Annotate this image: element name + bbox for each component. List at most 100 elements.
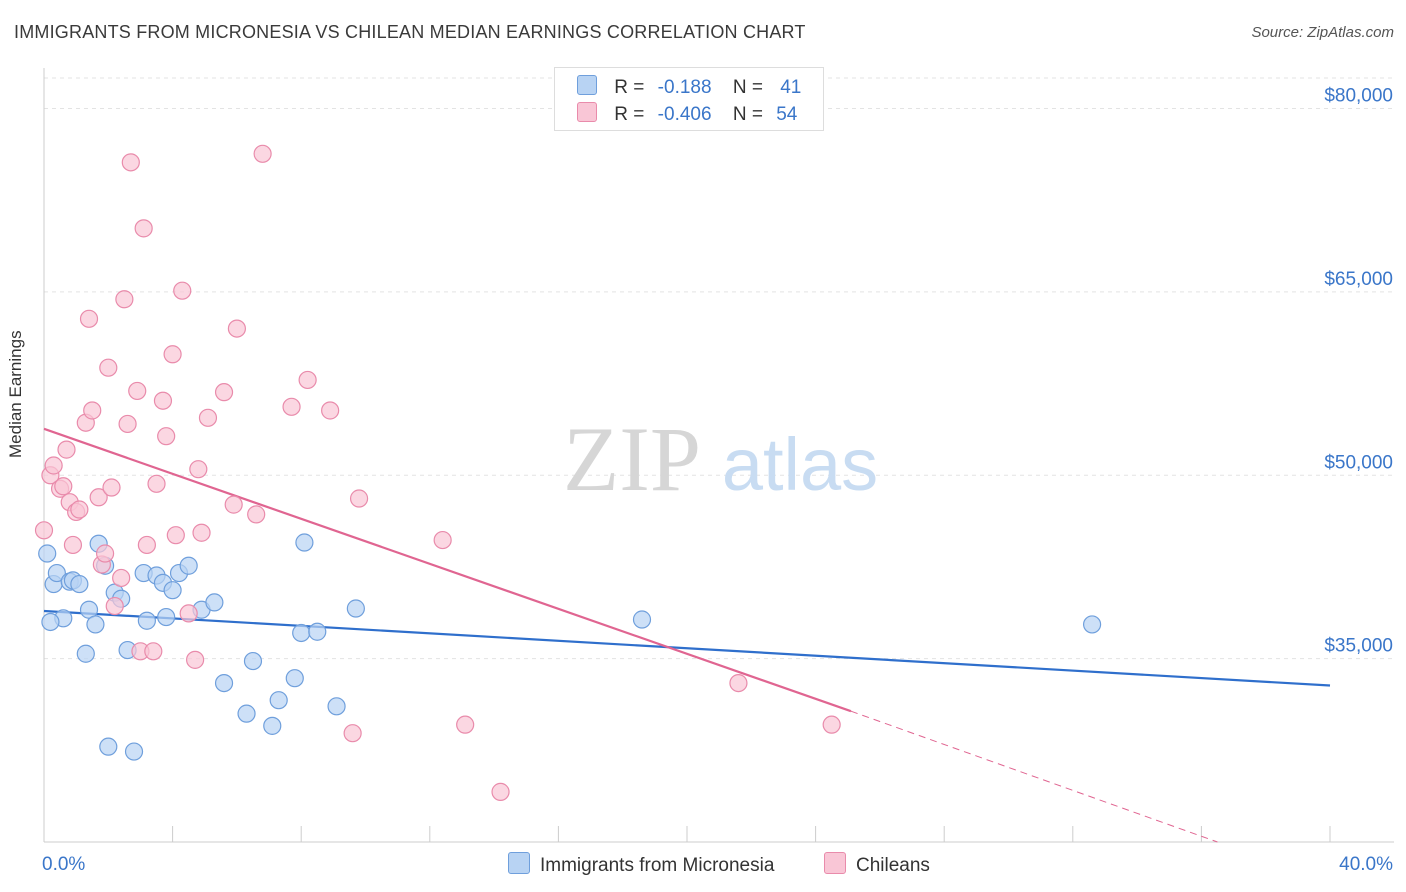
micronesia-point [99,737,118,756]
axes [43,68,1394,843]
micronesia-point [295,533,314,552]
legend-swatch-blue [577,75,597,95]
legend-row-chileans: R = -0.406 N = 54 [577,102,797,126]
micronesia-point [38,544,57,563]
y-tick-label: $80,000 [1324,86,1393,107]
chilean-point [121,153,140,172]
chilean-point [282,397,301,416]
micronesia-point [269,691,288,710]
chilean-point [147,474,166,493]
watermark: ZIP atlas [563,408,878,510]
chilean-point [729,673,748,693]
chilean-point [321,401,340,420]
watermark-zip: ZIP [563,408,701,510]
legend-r-label: R = [614,104,645,125]
chilean-point [298,370,317,390]
legend-r-value: -0.188 [657,77,712,98]
micronesia-trend-line [43,609,1331,687]
micronesia-point [47,563,66,583]
watermark-atlas: atlas [722,423,878,506]
chilean-point [179,604,198,623]
micronesia-point [308,622,327,641]
chilean-point [253,144,272,163]
micronesia-point [179,556,198,575]
chilean-point [186,650,205,669]
chilean-point [192,523,211,542]
chilean-point [456,715,475,734]
legend-n-label: N = [732,104,763,125]
legend-n-value: 54 [776,104,798,125]
chilean-point [173,281,192,300]
chilean-point [63,535,83,555]
chilean-point [214,383,234,402]
chilean-point [79,309,99,328]
y-tick-label: $50,000 [1324,452,1393,473]
chilean-point [163,345,182,364]
chilean-point [44,456,63,475]
chilean-point [144,642,163,661]
chilean-point [198,408,218,427]
micronesia-point [263,716,282,735]
trend-lines [43,427,1331,843]
chilean-trend-line [43,427,852,713]
legend-n-value: 41 [780,77,802,98]
micronesia-point [124,742,144,761]
chilean-point [822,715,841,734]
chilean-point [95,544,115,563]
chilean-point [89,488,108,507]
y-tick-label: $35,000 [1324,636,1393,657]
chilean-point [102,478,121,497]
micronesia-point [163,581,182,600]
chilean-point [137,535,156,555]
chilean-point [247,505,266,524]
chilean-point [433,530,452,550]
chilean-point [166,526,185,545]
chilean-point [105,596,124,616]
micronesia-point [41,612,60,632]
chilean-point [34,521,54,540]
micronesia-point [205,593,224,612]
bottom-legend-label: Immigrants from Micronesia [540,855,775,876]
bottom-legend-micronesia: Immigrants from Micronesia [508,852,774,877]
chilean-point [491,782,510,801]
micronesia-point [70,574,89,594]
correlation-legend: R = -0.188 N = 41 R = -0.406 N = 54 [554,67,824,131]
micronesia-point [292,623,311,643]
chilean-point [134,219,153,238]
chilean-point [99,358,118,377]
chilean-point [118,414,137,434]
x-tick-label-min: 0.0% [42,854,85,875]
chart-title: IMMIGRANTS FROM MICRONESIA VS CHILEAN ME… [14,22,806,42]
chilean-point [157,427,176,446]
micronesia-point [243,651,263,671]
micronesia-point [346,599,365,618]
chilean-point [112,568,131,588]
x-tick-label-max: 40.0% [1339,854,1393,875]
chilean-point [57,440,76,459]
tick-labels: $35,000 $50,000 $65,000 $80,000 0.0% 40.0% [42,86,1393,875]
bottom-legend-chileans: Chileans [824,852,930,877]
chilean-point [343,724,362,743]
bottom-legend-swatch-blue [508,852,530,874]
data-points [34,144,1102,801]
legend-row-micronesia: R = -0.188 N = 41 [577,75,801,99]
bottom-legend-label: Chileans [856,855,930,876]
chilean-point [153,391,173,410]
y-tick-label: $65,000 [1324,269,1393,290]
chilean-point [224,495,243,514]
legend-swatch-pink [577,102,597,122]
chilean-point [83,401,102,420]
chilean-point [128,381,147,401]
micronesia-point [157,607,176,627]
legend-r-label: R = [614,77,645,98]
micronesia-point [632,610,652,629]
micronesia-point [285,669,304,688]
chilean-point [227,319,246,338]
chilean-point [70,500,89,519]
chilean-point [54,477,73,496]
micronesia-point [76,644,95,663]
micronesia-point [214,673,234,693]
micronesia-point [1082,615,1102,634]
micronesia-point [86,615,105,634]
